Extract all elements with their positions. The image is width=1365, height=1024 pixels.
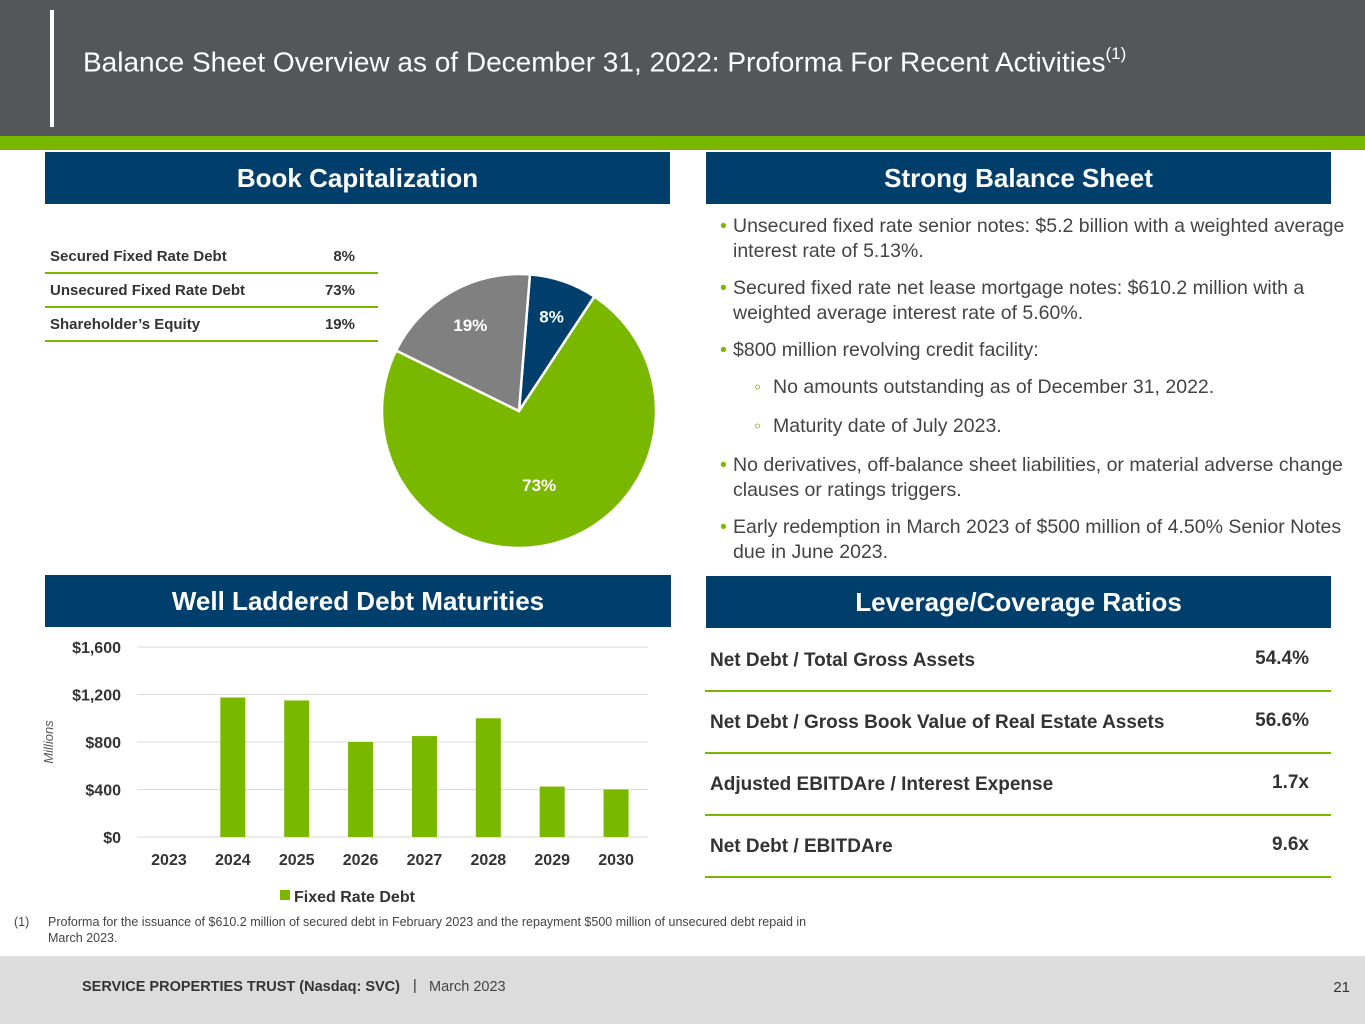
x-tick-label: 2023 [151,852,187,869]
pie-slice [394,272,532,413]
bar [411,736,437,837]
footnote-text: Proforma for the issuance of $610.2 mill… [48,915,807,945]
footer-separator: | [413,978,417,994]
legend-swatch [280,890,290,900]
y-axis-label: Millions [41,720,56,764]
book-capitalization-header: Book Capitalization [45,152,670,204]
bullet-item: Secured fixed rate net lease mortgage no… [720,276,1360,326]
bullet-item: No derivatives, off-balance sheet liabil… [720,453,1360,503]
pie-slice [380,294,658,550]
y-tick-label: $1,600 [72,640,121,657]
ratio-label: Net Debt / Gross Book Value of Real Esta… [710,712,1165,733]
ratio-value: 54.4% [1255,648,1309,669]
x-tick-label: 2024 [215,852,251,869]
cap-value: 73% [304,273,378,308]
bullet-item: Unsecured fixed rate senior notes: $5.2 … [720,214,1360,264]
pie-slice-label: 8% [539,307,564,326]
ratio-row: Net Debt / Total Gross Assets 54.4% [705,630,1331,692]
header-green-band [0,136,1365,150]
y-tick-label: $0 [103,830,121,847]
ratio-row: Adjusted EBITDAre / Interest Expense 1.7… [705,754,1331,816]
y-tick-label: $1,200 [72,688,121,705]
cap-value: 19% [304,307,378,342]
header-accent-bar [50,10,54,127]
y-tick-label: $400 [85,783,121,800]
bar [539,786,565,837]
bar [284,700,310,837]
slide-title-text: Balance Sheet Overview as of December 31… [83,46,1106,78]
cap-label: Unsecured Fixed Rate Debt [45,273,305,308]
cap-label: Secured Fixed Rate Debt [45,240,305,274]
x-tick-label: 2025 [279,852,315,869]
table-row: Unsecured Fixed Rate Debt 73% [45,273,378,308]
slide-header: Balance Sheet Overview as of December 31… [0,0,1365,136]
ratio-value: 1.7x [1272,772,1309,793]
debt-maturities-bar-chart: $0 $400 $800 $1,200 $1,600 Millions 2023 2024 20… [41,640,648,906]
leverage-coverage-header: Leverage/Coverage Ratios [706,576,1331,628]
table-row: Secured Fixed Rate Debt 8% [45,240,378,274]
footer-company: SERVICE PROPERTIES TRUST (Nasdaq: SVC) [82,979,400,995]
page-number: 21 [1333,979,1350,996]
slide-footer: SERVICE PROPERTIES TRUST (Nasdaq: SVC) |… [0,956,1365,1024]
cap-label: Shareholder’s Equity [45,307,305,342]
slide-title-footnote-ref: (1) [1105,44,1127,63]
strong-balance-sheet-list: Unsecured fixed rate senior notes: $5.2 … [720,214,1360,577]
ratio-value: 56.6% [1255,710,1309,731]
capitalization-pie-chart: 8% 73% 19% [380,272,658,550]
ratio-label: Net Debt / EBITDAre [710,836,893,857]
ratio-label: Net Debt / Total Gross Assets [710,650,976,671]
x-tick-label: 2026 [343,852,379,869]
ratio-label: Adjusted EBITDAre / Interest Expense [710,774,1054,795]
legend-label: Fixed Rate Debt [294,889,416,906]
strong-balance-sheet-header: Strong Balance Sheet [706,152,1331,204]
slide-title: Balance Sheet Overview as of December 31… [83,44,1127,78]
x-tick-label: 2029 [534,852,570,869]
debt-maturities-header: Well Laddered Debt Maturities [45,575,671,627]
x-tick-label: 2028 [471,852,507,869]
ratio-row: Net Debt / Gross Book Value of Real Esta… [705,692,1331,754]
footer-date: March 2023 [429,979,506,995]
bullet-item: $800 million revolving credit facility: [720,338,1360,363]
ratio-row: Net Debt / EBITDAre 9.6x [705,816,1331,878]
x-tick-label: 2027 [407,852,443,869]
pie-slice-label: 73% [522,476,556,495]
footnote-number: (1) [14,915,30,929]
x-tick-label: 2030 [598,852,634,869]
ratio-value: 9.6x [1272,834,1309,855]
sub-bullet-item: Maturity date of July 2023. [720,414,1360,439]
sub-bullet-item: No amounts outstanding as of December 31… [720,375,1360,400]
bar [348,742,374,837]
bullet-item: Early redemption in March 2023 of $500 m… [720,515,1360,565]
bar [475,718,501,837]
bar [220,697,246,837]
y-tick-label: $800 [85,735,121,752]
bar [603,789,629,837]
cap-value: 8% [304,240,378,274]
table-row: Shareholder’s Equity 19% [45,307,378,342]
capitalization-table: Secured Fixed Rate Debt 8% Unsecured Fix… [45,240,378,342]
ratios-table: Net Debt / Total Gross Assets 54.4% Net … [705,630,1331,878]
pie-slice-label: 19% [453,316,487,335]
